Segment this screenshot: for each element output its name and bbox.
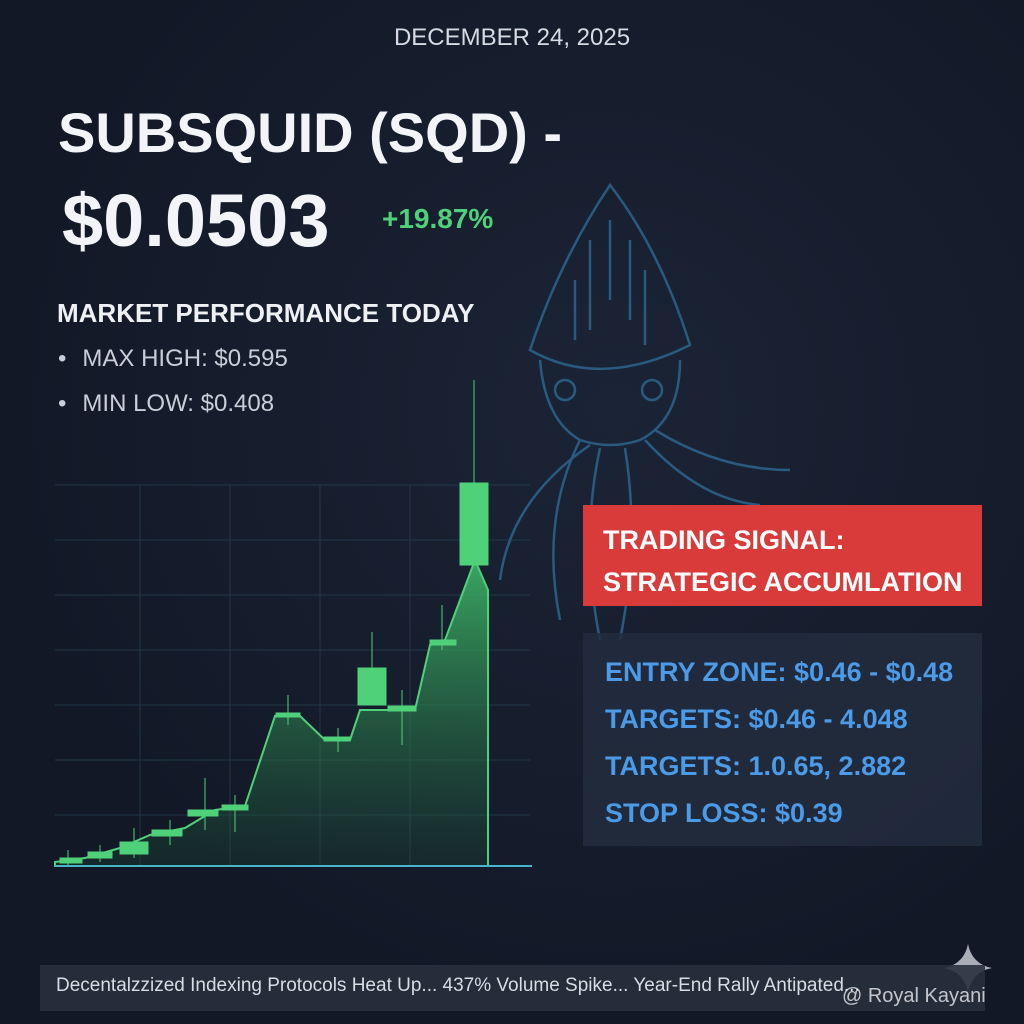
signal-box: TRADING SIGNAL: STRATEGIC ACCUMLATION	[583, 505, 982, 606]
title: SUBSQUID (SQD) -	[58, 101, 562, 164]
date: DECEMBER 24, 2025	[393, 24, 631, 51]
signal-line: STRATEGIC ACCUMLATION	[603, 567, 963, 597]
squid-outline	[498, 182, 791, 641]
detail-line: STOP LOSS: $0.39	[605, 798, 843, 828]
details-box: ENTRY ZONE: $0.46 - $0.48 TARGETS: $0.46…	[583, 633, 982, 846]
news-ticker: Decentalzzized Indexing Protocols Heat U…	[40, 965, 985, 1011]
detail-line: TARGETS: $0.46 - 4.048	[605, 704, 908, 734]
detail-line: ENTRY ZONE: $0.46 - $0.48	[605, 657, 954, 687]
price: $0.0503	[62, 179, 330, 262]
price-area	[54, 557, 489, 867]
price-change: +19.87%	[382, 203, 494, 234]
watermark: @ Royal Kayani	[842, 985, 986, 1007]
candles	[59, 380, 489, 866]
signal-line: TRADING SIGNAL:	[603, 525, 845, 555]
stat-item: MAX HIGH: $0.595	[58, 345, 287, 373]
stat-item: MIN LOW: $0.408	[58, 390, 274, 418]
section-heading: MARKET PERFORMANCE TODAY	[57, 298, 475, 328]
detail-line: TARGETS: 1.0.65, 2.882	[605, 751, 907, 781]
